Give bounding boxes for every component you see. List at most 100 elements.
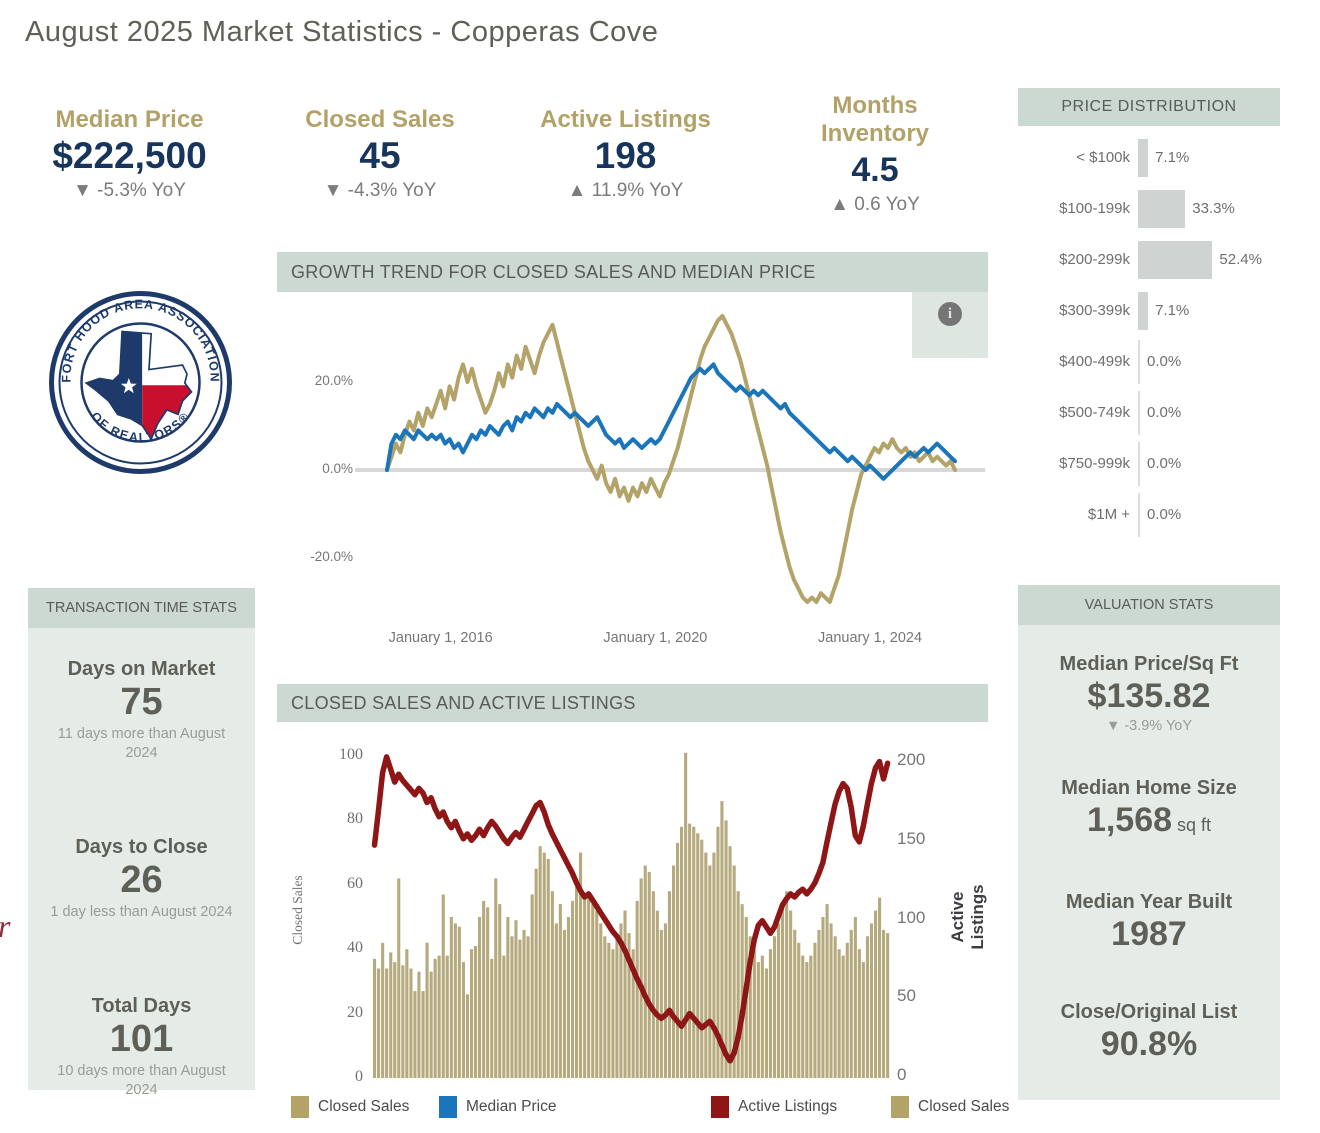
sales-listings-chart: Closed Sales Active Listings 0 20 40 60 80 10…: [277, 722, 1022, 1090]
info-panel: i: [912, 292, 988, 358]
price-bucket-label: $750-999k: [1059, 455, 1130, 472]
price-bucket-bar: [1138, 189, 1186, 228]
price-bucket-value: 7.1%: [1155, 149, 1190, 166]
price-bucket-value: 0.0%: [1147, 353, 1182, 370]
kpi-delta: ▼ -5.3% YoY: [73, 180, 186, 201]
legend-item: Closed Sales: [891, 1096, 1009, 1118]
valuation-stats-header: VALUATION STATS: [1018, 585, 1280, 625]
price-bucket-label: $400-499k: [1059, 353, 1130, 370]
stat-label: Total Days: [91, 995, 192, 1017]
growth-trend-chart: 20.0% 0.0% -20.0% January 1, 2016 January 1,…: [277, 292, 988, 662]
stat-label: Days to Close: [75, 836, 208, 858]
price-bucket-zero-axis: [1138, 390, 1140, 435]
price-bucket-zero-axis: [1138, 492, 1140, 537]
legend-swatch: [891, 1096, 909, 1118]
sales-left-tick: 60: [347, 874, 363, 892]
clipped-text-fragment: r: [0, 908, 10, 945]
sales-right-tick: 200: [897, 750, 926, 769]
price-bucket-barwrap: 33.3%: [1138, 189, 1235, 228]
growth-chart-title: GROWTH TREND FOR CLOSED SALES AND MEDIAN…: [291, 261, 816, 282]
price-bucket-zero-axis: [1138, 339, 1140, 384]
growth-trend-plot: [355, 314, 985, 604]
price-distribution-row: $100-199k 33.3%: [1018, 183, 1318, 234]
price-distribution-row: $400-499k 0.0%: [1018, 336, 1318, 387]
stat-value: $135.82: [1087, 677, 1211, 715]
sales-right-tick: 0: [897, 1065, 907, 1084]
sales-left-tick: 80: [347, 810, 363, 828]
closed-sales-growth-line: [385, 314, 957, 604]
price-bucket-value: 0.0%: [1147, 455, 1182, 472]
price-distribution-row: $300-399k 7.1%: [1018, 285, 1318, 336]
price-bucket-value: 0.0%: [1147, 506, 1182, 523]
price-bucket-value: 33.3%: [1192, 200, 1235, 217]
price-distribution-row: $750-999k 0.0%: [1018, 438, 1318, 489]
growth-xtick: January 1, 2020: [603, 630, 708, 646]
stat-value: 1987: [1111, 915, 1187, 953]
sales-right-tick: 100: [897, 907, 926, 927]
price-bucket-barwrap: 52.4%: [1138, 240, 1262, 279]
price-distribution-row: $500-749k 0.0%: [1018, 387, 1318, 438]
kpi-label: Active Listings: [540, 106, 711, 133]
stat-value: 90.8%: [1100, 1025, 1198, 1063]
chart-legend: Closed Sales Median Price Active Listings C…: [277, 1092, 1022, 1128]
stat-value: 1,568 sq ft: [1086, 801, 1212, 839]
kpi-months-inventory: Months Inventory 4.5 ▲ 0.6 YoY: [790, 92, 960, 216]
price-distribution-row: $1M + 0.0%: [1018, 489, 1318, 540]
kpi-delta: ▲ 0.6 YoY: [830, 194, 920, 215]
legend-swatch: [711, 1096, 729, 1118]
legend-item: Median Price: [439, 1096, 556, 1118]
legend-label: Active Listings: [738, 1098, 838, 1115]
stat-value: 26: [120, 859, 163, 901]
stat-note: 1 day less than August 2024: [50, 904, 233, 920]
kpi-value: $222,500: [52, 135, 207, 176]
price-bucket-value: 52.4%: [1219, 251, 1262, 268]
price-bucket-barwrap: 0.0%: [1138, 441, 1182, 486]
texas-star-icon: [120, 377, 137, 394]
price-bucket-value: 0.0%: [1147, 404, 1182, 421]
stat-note: 11 days more than August 2024: [57, 726, 226, 761]
logo-seal: FORT HOOD AREA ASSOCIATION OF REALTORS®: [49, 291, 232, 474]
transaction-stats-title: TRANSACTION TIME STATS: [46, 600, 237, 616]
info-icon[interactable]: i: [938, 302, 962, 326]
price-bucket-barwrap: 0.0%: [1138, 492, 1182, 537]
price-bucket-label: $500-749k: [1059, 404, 1130, 421]
growth-ytick: 0.0%: [322, 461, 353, 476]
price-distribution-header: PRICE DISTRIBUTION: [1018, 88, 1280, 126]
stat-label: Days on Market: [67, 658, 216, 680]
sales-left-tick: 0: [355, 1068, 363, 1085]
right-axis-label: Active Listings: [948, 884, 987, 950]
kpi-value: 45: [359, 135, 401, 176]
legend-label: Median Price: [466, 1098, 557, 1115]
stat-value: 101: [109, 1018, 174, 1060]
valuation-stats-title: VALUATION STATS: [1084, 597, 1214, 613]
price-bucket-bar: [1138, 240, 1213, 279]
active-listings-line: [371, 754, 891, 1064]
legend-swatch: [439, 1096, 457, 1118]
sales-left-tick: 20: [347, 1003, 363, 1021]
kpi-delta: ▼ -4.3% YoY: [323, 180, 437, 201]
price-bucket-label: $300-399k: [1059, 302, 1130, 319]
sales-chart-header: CLOSED SALES AND ACTIVE LISTINGS: [277, 684, 988, 722]
sales-chart-title: CLOSED SALES AND ACTIVE LISTINGS: [291, 692, 636, 713]
growth-xtick: January 1, 2024: [818, 630, 923, 646]
transaction-stats-panel: Days on Market 75 11 days more than Augu…: [28, 628, 255, 1098]
legend-label: Closed Sales: [918, 1098, 1010, 1115]
kpi-value: 198: [594, 135, 657, 176]
kpi-median-price: Median Price $222,500 ▼ -5.3% YoY: [22, 106, 237, 202]
realtor-association-logo: FORT HOOD AREA ASSOCIATION OF REALTORS®: [48, 290, 233, 475]
kpi-closed-sales: Closed Sales 45 ▼ -4.3% YoY: [270, 106, 490, 202]
sales-right-tick: 50: [897, 986, 916, 1006]
price-bucket-value: 7.1%: [1155, 302, 1190, 319]
price-bucket-barwrap: 0.0%: [1138, 339, 1182, 384]
kpi-label: Closed Sales: [305, 106, 455, 133]
legend-label: Closed Sales: [318, 1098, 410, 1115]
legend-swatch: [291, 1096, 309, 1118]
price-bucket-barwrap: 0.0%: [1138, 390, 1182, 435]
median-price-growth-line: [385, 362, 957, 481]
growth-xtick: January 1, 2016: [388, 630, 493, 646]
price-distribution-list: < $100k 7.1% $100-199k 33.3% $200-299k 52.4% $…: [1018, 132, 1318, 540]
growth-chart-header: GROWTH TREND FOR CLOSED SALES AND MEDIAN…: [277, 252, 988, 292]
price-bucket-label: $200-299k: [1059, 251, 1130, 268]
kpi-delta: ▲ 11.9% YoY: [567, 180, 684, 201]
